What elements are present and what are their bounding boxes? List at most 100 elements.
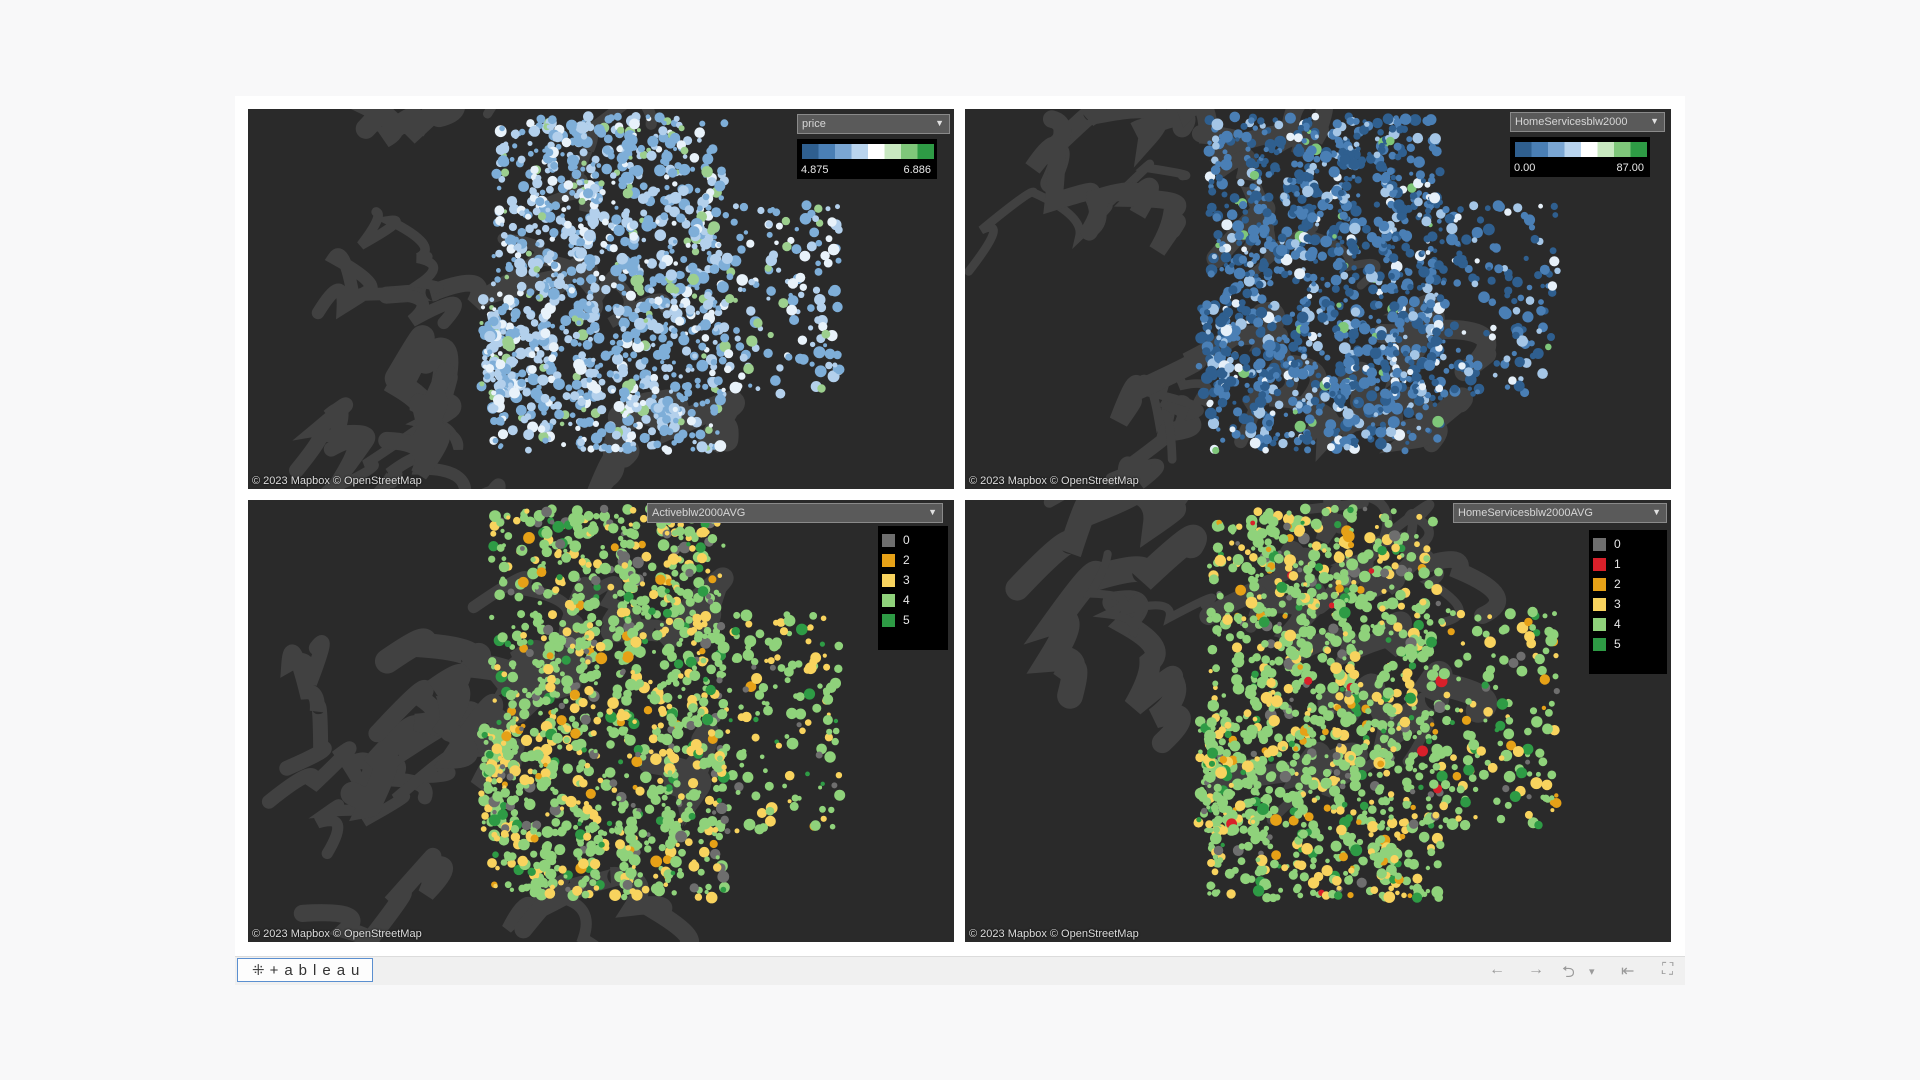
map-attribution[interactable]: © 2023 Mapbox © OpenStreetMap bbox=[252, 475, 422, 487]
map-point bbox=[641, 357, 649, 365]
map-point bbox=[586, 326, 595, 335]
map-point bbox=[636, 288, 645, 296]
map-point bbox=[581, 747, 587, 753]
map-attribution[interactable]: © 2023 Mapbox © OpenStreetMap bbox=[969, 475, 1139, 487]
map-point bbox=[547, 674, 556, 684]
map-point bbox=[807, 304, 815, 312]
map-point bbox=[488, 657, 497, 666]
map-point bbox=[547, 175, 558, 186]
map-point bbox=[631, 756, 643, 767]
map-point bbox=[614, 205, 619, 210]
map-point bbox=[678, 535, 684, 541]
map-point bbox=[1252, 125, 1258, 131]
map-data-points[interactable] bbox=[248, 109, 954, 489]
map-point bbox=[492, 698, 497, 703]
map-point bbox=[579, 657, 586, 663]
map-point bbox=[701, 692, 708, 699]
map-point bbox=[685, 305, 696, 315]
map-point bbox=[1407, 283, 1414, 291]
map-point bbox=[1433, 201, 1441, 209]
map-point bbox=[616, 795, 622, 802]
map-point bbox=[725, 729, 731, 734]
map-point bbox=[801, 200, 812, 211]
map-point bbox=[1301, 138, 1307, 144]
map-point bbox=[632, 340, 645, 353]
parameter-dropdown[interactable]: HomeServicesblw2000 ▼ bbox=[1510, 112, 1665, 132]
map-point bbox=[519, 326, 530, 337]
legend-item[interactable]: 2 bbox=[878, 550, 948, 570]
map-point bbox=[1312, 341, 1323, 352]
map-point bbox=[544, 888, 556, 899]
map-point bbox=[536, 114, 546, 124]
map-point bbox=[680, 331, 686, 337]
map-point bbox=[1460, 641, 1466, 646]
map-point bbox=[1286, 379, 1295, 388]
parameter-dropdown[interactable]: Activeblw2000AVG ▼ bbox=[647, 503, 943, 523]
map-data-points[interactable] bbox=[248, 500, 954, 942]
map-point bbox=[1297, 567, 1303, 573]
map-point bbox=[1461, 330, 1467, 335]
map-point bbox=[1267, 279, 1274, 287]
map-point bbox=[539, 847, 552, 860]
color-legend: 0.00 87.00 bbox=[1510, 137, 1650, 177]
legend-item[interactable]: 3 bbox=[878, 570, 948, 590]
map-point bbox=[1266, 373, 1274, 381]
map-point bbox=[716, 677, 723, 684]
legend-item[interactable]: 4 bbox=[878, 590, 948, 610]
map-point bbox=[699, 647, 706, 655]
map-point bbox=[1301, 398, 1306, 403]
map-point bbox=[695, 622, 704, 630]
map-point bbox=[1370, 422, 1376, 427]
map-point bbox=[586, 301, 592, 306]
map-point bbox=[1238, 340, 1245, 347]
map-point bbox=[1454, 707, 1460, 713]
map-point bbox=[497, 291, 503, 297]
legend-item[interactable]: 5 bbox=[878, 610, 948, 630]
map-point bbox=[1484, 205, 1491, 212]
map-point bbox=[1368, 336, 1377, 345]
map-point bbox=[1425, 250, 1431, 255]
map-price[interactable]: price ▼ 4.875 6.886 © 2023 Mapbox © Open… bbox=[248, 109, 954, 489]
map-data-points[interactable] bbox=[965, 500, 1671, 942]
map-point bbox=[713, 299, 718, 305]
map-point bbox=[1434, 260, 1444, 270]
map-home-services[interactable]: HomeServicesblw2000 ▼ 0.00 87.00 © 2023 … bbox=[965, 109, 1671, 489]
map-point bbox=[665, 617, 674, 626]
map-data-points[interactable] bbox=[965, 109, 1671, 489]
map-point bbox=[1293, 446, 1299, 452]
map-point bbox=[1432, 248, 1438, 254]
map-point bbox=[563, 328, 569, 335]
map-point bbox=[638, 540, 646, 549]
map-point bbox=[524, 208, 530, 214]
parameter-dropdown[interactable]: price ▼ bbox=[797, 114, 950, 134]
map-point bbox=[678, 334, 690, 346]
map-point bbox=[1207, 270, 1215, 278]
map-point bbox=[524, 797, 529, 802]
map-point bbox=[700, 611, 712, 622]
map-point bbox=[571, 519, 577, 525]
map-point bbox=[621, 695, 632, 706]
map-point bbox=[1263, 339, 1276, 352]
map-point bbox=[1306, 293, 1313, 299]
map-point bbox=[559, 620, 567, 627]
map-point bbox=[1294, 420, 1306, 432]
map-point bbox=[1448, 363, 1455, 370]
map-point bbox=[548, 770, 558, 780]
map-point bbox=[1545, 709, 1553, 717]
map-point bbox=[1441, 780, 1451, 790]
map-point bbox=[683, 382, 692, 390]
map-point bbox=[1395, 174, 1402, 182]
map-point bbox=[660, 822, 670, 833]
map-attribution[interactable]: © 2023 Mapbox © OpenStreetMap bbox=[252, 928, 422, 940]
map-point bbox=[512, 744, 519, 751]
map-point bbox=[635, 813, 642, 819]
map-point bbox=[498, 443, 504, 449]
map-point bbox=[782, 783, 787, 789]
map-point bbox=[679, 303, 684, 308]
map-point bbox=[569, 412, 576, 419]
map-point bbox=[1343, 136, 1348, 141]
legend-item[interactable]: 0 bbox=[878, 530, 948, 550]
map-point bbox=[695, 542, 706, 553]
